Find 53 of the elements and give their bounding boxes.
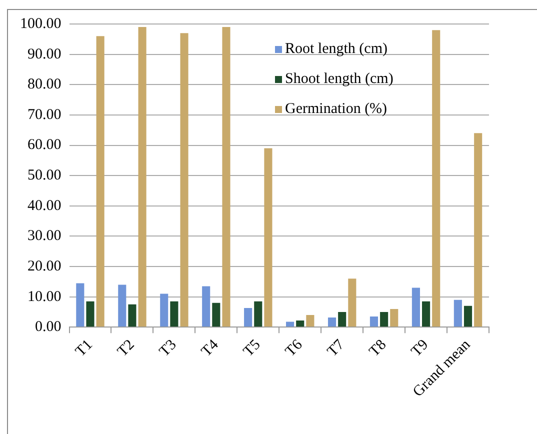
x-tick-label: T8 bbox=[366, 336, 390, 360]
y-tick-label: 60.00 bbox=[28, 137, 62, 154]
x-tick-label: T5 bbox=[240, 336, 264, 360]
legend-label: Germination (%) bbox=[285, 100, 388, 118]
bar bbox=[286, 322, 294, 327]
bar bbox=[244, 308, 252, 327]
bar bbox=[180, 33, 188, 327]
y-tick-label: 100.00 bbox=[20, 16, 62, 32]
bar bbox=[212, 302, 220, 327]
bar bbox=[264, 148, 272, 327]
bar bbox=[370, 316, 378, 327]
x-tick-label: T7 bbox=[324, 336, 348, 360]
bar bbox=[296, 320, 304, 327]
bar bbox=[306, 315, 314, 327]
bar bbox=[202, 286, 210, 327]
bar bbox=[170, 301, 178, 327]
y-tick-label: 30.00 bbox=[28, 228, 62, 244]
bar bbox=[422, 301, 430, 327]
x-tick-label: T3 bbox=[156, 336, 180, 360]
legend-label: Root length (cm) bbox=[285, 40, 388, 58]
y-tick-label: 80.00 bbox=[28, 76, 62, 93]
x-tick-label: T1 bbox=[72, 336, 96, 360]
x-tick-label: T6 bbox=[282, 336, 306, 360]
y-tick-label: 50.00 bbox=[28, 168, 62, 184]
bar bbox=[390, 308, 398, 327]
legend-label: Shoot length (cm) bbox=[285, 70, 394, 88]
bar bbox=[348, 278, 356, 327]
bar bbox=[412, 288, 420, 327]
bar bbox=[454, 300, 462, 327]
x-tick-label: T4 bbox=[198, 336, 222, 360]
bar bbox=[96, 36, 104, 327]
y-tick-label: 70.00 bbox=[28, 106, 62, 123]
y-tick-label: 40.00 bbox=[28, 198, 62, 214]
bar bbox=[160, 294, 168, 327]
x-tick-label: T9 bbox=[408, 336, 432, 360]
bar bbox=[118, 284, 126, 327]
bar bbox=[328, 317, 336, 327]
bar bbox=[138, 27, 146, 327]
bar bbox=[464, 306, 472, 327]
bar bbox=[86, 301, 94, 327]
bar bbox=[432, 30, 440, 327]
x-tick-label: T2 bbox=[114, 336, 138, 360]
bar bbox=[128, 304, 136, 327]
bar bbox=[380, 312, 388, 327]
y-tick-label: 20.00 bbox=[28, 258, 62, 274]
y-tick-label: 10.00 bbox=[28, 288, 62, 305]
bar bbox=[474, 133, 482, 327]
y-tick-label: 90.00 bbox=[28, 46, 62, 62]
bar bbox=[338, 312, 346, 327]
bar bbox=[254, 301, 262, 327]
y-tick-label: 0.00 bbox=[35, 319, 62, 336]
bar bbox=[76, 283, 84, 327]
bar bbox=[222, 27, 230, 327]
